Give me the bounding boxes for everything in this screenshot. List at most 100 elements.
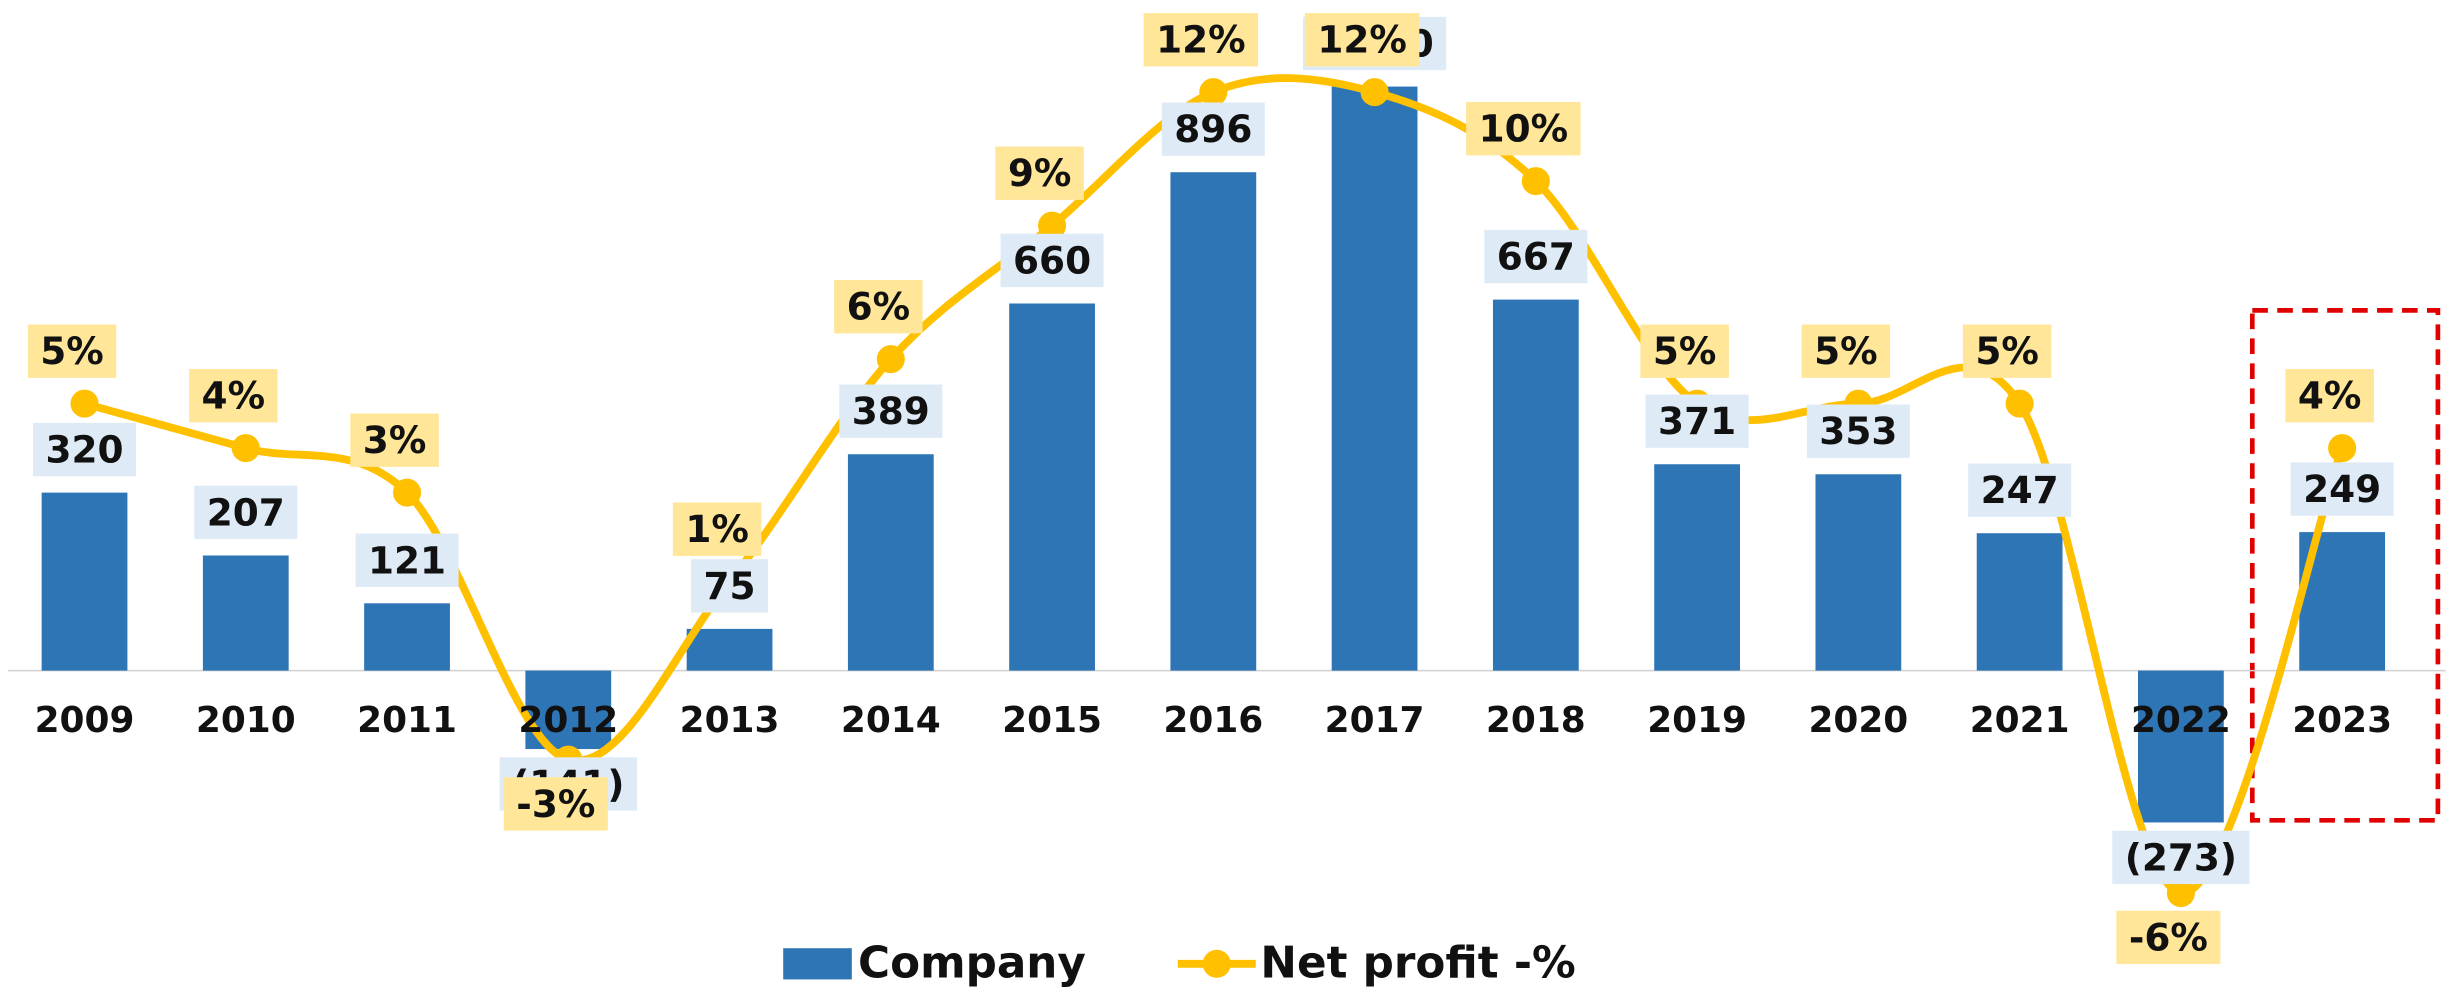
line-value-label-group: 10% xyxy=(1466,102,1581,156)
line-value-label-bg xyxy=(1466,102,1581,156)
line-value-label-group: 5% xyxy=(1801,324,1891,378)
line-marker xyxy=(1038,211,1067,240)
bar-value-label: 320 xyxy=(45,428,123,472)
bar-value-label: 371 xyxy=(1658,399,1736,443)
bar-value-label: 207 xyxy=(207,490,285,534)
line-marker xyxy=(70,389,99,418)
x-tick-label: 2021 xyxy=(1970,700,2070,741)
bar xyxy=(1654,464,1740,671)
bar-value-label-group: 353 xyxy=(1806,404,1910,458)
bar-value-label-group: (273) xyxy=(2112,830,2250,885)
legend-label: Company xyxy=(858,937,1086,988)
bar-value-label-bg xyxy=(1645,394,1749,448)
line-value-label-group: 3% xyxy=(350,413,439,467)
x-tick-label: 2010 xyxy=(196,700,296,741)
bar xyxy=(1170,172,1257,671)
line-value-label-bg xyxy=(834,280,923,334)
line-value-label-bg xyxy=(2285,369,2374,423)
bar xyxy=(1976,533,2063,671)
bar-value-label-bg xyxy=(355,533,459,587)
line-value-label-bg xyxy=(672,502,762,556)
line-value-label-bg xyxy=(1304,13,1420,67)
line-marker xyxy=(876,345,905,374)
line-value-label-group: 12% xyxy=(1304,13,1420,67)
bar-value-label: 249 xyxy=(2303,467,2381,511)
line-marker xyxy=(2005,389,2034,418)
x-tick-label: 2023 xyxy=(2292,700,2392,741)
bar xyxy=(847,454,934,671)
bar-value-label-bg xyxy=(691,559,769,613)
bar-value-label-group: 667 xyxy=(1484,229,1588,284)
bar-value-label-group: 249 xyxy=(2290,462,2394,516)
line-value-label-group: 6% xyxy=(834,280,923,334)
line-marker xyxy=(2328,434,2357,463)
bar-value-label-bg xyxy=(1161,102,1265,156)
bar xyxy=(1331,86,1418,671)
bar-value-label: 660 xyxy=(1013,238,1091,282)
line-value-label: 4% xyxy=(2298,374,2362,418)
line-value-label-group: 4% xyxy=(189,369,278,423)
bar xyxy=(2137,670,2224,823)
x-tick-label: 2019 xyxy=(1647,700,1747,741)
bar-value-label: 353 xyxy=(1819,409,1897,453)
bar-value-label-group: 389 xyxy=(839,384,943,438)
line-value-label-group: 5% xyxy=(1640,324,1729,378)
bar-value-label-bg xyxy=(1968,463,2072,517)
line-marker xyxy=(1360,78,1389,107)
bar xyxy=(686,628,773,671)
line-value-label-bg xyxy=(350,413,439,467)
line-value-label-bg xyxy=(995,146,1084,200)
line-value-label-group: 5% xyxy=(1962,324,2052,378)
x-tick-label: 2014 xyxy=(841,700,941,741)
line-value-label: 12% xyxy=(1317,18,1407,62)
bar-value-label-group: 75 xyxy=(691,559,769,613)
line-marker xyxy=(393,478,422,507)
bar-value-label-group: 896 xyxy=(1161,102,1265,156)
line-marker xyxy=(2166,879,2195,908)
x-tick-label: 2009 xyxy=(35,700,135,741)
bar-value-label-group: 121 xyxy=(355,533,459,587)
bar-value-label-bg xyxy=(1806,404,1910,458)
legend: Company Net profit -% xyxy=(783,937,1576,988)
line-value-label-group: -3% xyxy=(503,777,608,831)
bar-value-label-group: 207 xyxy=(194,485,298,540)
bar-value-label: 121 xyxy=(368,538,446,582)
line-value-label-group: 4% xyxy=(2285,369,2374,423)
line-value-label-bg xyxy=(503,777,608,831)
line-value-label-group: 1% xyxy=(672,502,762,556)
bar-value-label-group: 247 xyxy=(1968,463,2072,517)
bar-value-label-bg xyxy=(194,485,298,540)
line-marker xyxy=(1521,167,1550,196)
bar xyxy=(1815,474,1902,671)
bar-value-label-bg xyxy=(1484,229,1588,284)
legend-label: Net profit -% xyxy=(1260,937,1575,988)
line-value-label: 6% xyxy=(847,285,911,329)
bar-value-label: 667 xyxy=(1497,235,1575,279)
line xyxy=(83,74,2346,897)
highlight-box xyxy=(2249,308,2441,823)
line-value-label: 5% xyxy=(1975,329,2039,373)
x-tick-label: 2015 xyxy=(1002,700,1102,741)
bar-value-label: 75 xyxy=(704,564,756,608)
bar xyxy=(41,492,128,671)
x-tick-label: 2013 xyxy=(680,700,780,741)
line-value-label: -6% xyxy=(2129,915,2208,959)
bar-value-label-group: 320 xyxy=(32,422,137,477)
bar xyxy=(364,603,450,671)
line-value-label-group: -6% xyxy=(2116,910,2221,965)
bar xyxy=(1492,299,1579,671)
x-tick-label: 2022 xyxy=(2131,700,2231,741)
bar-value-label-bg xyxy=(2112,830,2250,885)
x-tick-label: 2018 xyxy=(1486,700,1586,741)
x-tick-label: 2016 xyxy=(1163,700,1263,741)
bar-value-label-bg xyxy=(2290,462,2394,516)
line-value-label: -3% xyxy=(516,782,595,826)
line-value-label-bg xyxy=(189,369,278,423)
bar-value-label: 896 xyxy=(1174,107,1252,151)
x-tick-label: 2011 xyxy=(357,700,457,741)
line-value-label: 5% xyxy=(1814,329,1878,373)
line-value-label-bg xyxy=(1640,324,1729,378)
x-tick-label: 2017 xyxy=(1325,700,1425,741)
